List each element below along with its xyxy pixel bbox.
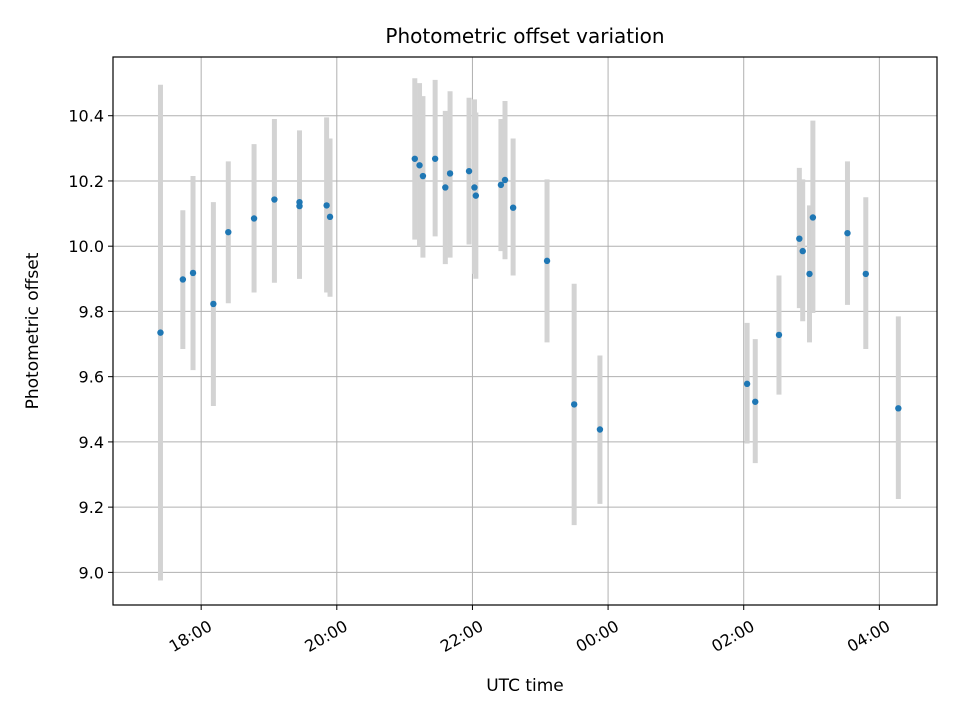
data-point	[799, 247, 806, 255]
data-point	[431, 155, 439, 162]
data-point	[472, 192, 480, 199]
data-point	[752, 398, 759, 405]
x-axis-label: UTC time	[486, 676, 564, 696]
data-point	[596, 426, 604, 433]
data-point	[250, 215, 258, 222]
data-point	[806, 270, 813, 278]
y-axis-label: Photometric offset	[23, 252, 43, 409]
data-point	[471, 184, 478, 191]
data-point	[796, 235, 803, 242]
data-point	[179, 276, 187, 283]
data-point	[210, 300, 217, 308]
data-point	[442, 184, 449, 191]
data-point	[465, 167, 473, 175]
data-point	[189, 269, 197, 277]
y-tick-label: 9.2	[79, 498, 104, 517]
data-point	[326, 213, 334, 221]
data-point	[323, 202, 330, 209]
data-point	[225, 228, 232, 236]
data-point	[411, 155, 418, 162]
data-point	[416, 162, 423, 169]
data-point	[895, 405, 902, 412]
data-point	[497, 181, 505, 189]
y-tick-label: 10.4	[68, 107, 104, 126]
data-point	[271, 196, 278, 203]
data-point	[157, 329, 164, 336]
data-point	[775, 331, 783, 339]
data-point	[446, 170, 454, 177]
data-point	[543, 257, 551, 265]
y-tick-label: 9.4	[79, 433, 104, 452]
y-tick-label: 9.8	[79, 302, 104, 321]
data-point	[501, 176, 509, 184]
y-axis: 9.0 9.2 9.4 9.6 9.8 10.0 10.2 10.4	[68, 107, 113, 582]
data-point	[809, 214, 817, 221]
y-tick-label: 10.0	[68, 237, 104, 256]
data-point	[844, 229, 851, 237]
data-point	[509, 204, 517, 211]
data-point	[862, 270, 869, 278]
data-point	[296, 202, 303, 210]
chart-title: Photometric offset variation	[385, 24, 664, 48]
y-tick-label: 10.2	[68, 172, 104, 191]
data-point	[743, 380, 751, 388]
data-point	[419, 172, 427, 180]
data-markers	[157, 155, 902, 433]
y-tick-label: 9.6	[79, 368, 104, 387]
data-point	[570, 401, 578, 408]
plot-frame	[112, 56, 938, 606]
y-tick-label: 9.0	[79, 563, 104, 582]
